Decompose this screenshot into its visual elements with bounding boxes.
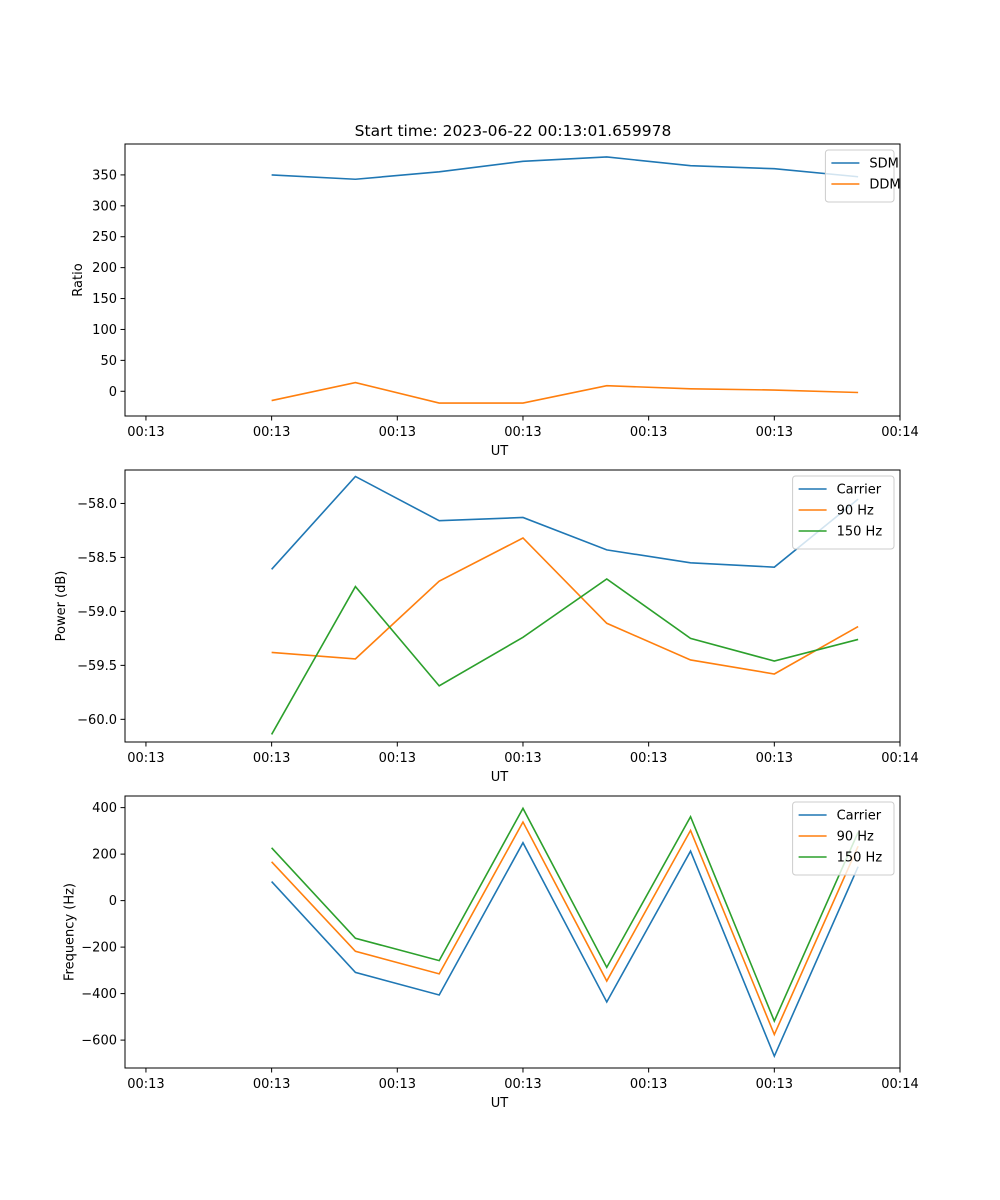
subplot-1: 00:13 00:13 00:13 00:13 00:13 00:13 00:14 UT 0 50… bbox=[71, 143, 919, 459]
x-tick-label: 00:13 bbox=[756, 1077, 793, 1092]
x-tick-label: 00:13 bbox=[253, 1077, 290, 1092]
x-tick-label: 00:13 bbox=[756, 751, 793, 766]
y-tick-label: 0 bbox=[109, 385, 117, 400]
figure-title: Start time: 2023-06-22 00:13:01.659978 bbox=[355, 122, 672, 140]
series-line-90-hz bbox=[271, 537, 859, 675]
x-tick-label: 00:14 bbox=[881, 751, 918, 766]
x-tick-label: 00:13 bbox=[127, 425, 164, 440]
legend-label: 150 Hz bbox=[837, 525, 883, 540]
y-axis-label: Ratio bbox=[71, 263, 86, 296]
series-line-carrier bbox=[271, 475, 859, 570]
subplot-2: 00:13 00:13 00:13 00:13 00:13 00:13 00:14 UT −60… bbox=[54, 469, 919, 785]
y-tick-label: −60.0 bbox=[77, 713, 117, 728]
subplot-3: 00:13 00:13 00:13 00:13 00:13 00:13 00:14 UT −60… bbox=[62, 795, 919, 1111]
y-tick-label: 0 bbox=[109, 894, 117, 909]
x-tick-label: 00:13 bbox=[127, 1077, 164, 1092]
y-axis-label: Power (dB) bbox=[54, 571, 69, 642]
x-tick-label: 00:13 bbox=[379, 1077, 416, 1092]
x-tick-label: 00:14 bbox=[881, 1077, 918, 1092]
series-line-sdm bbox=[271, 156, 859, 181]
x-tick-label: 00:13 bbox=[253, 425, 290, 440]
y-tick-label: −600 bbox=[81, 1034, 117, 1049]
legend-label: Carrier bbox=[837, 483, 882, 498]
x-tick-label: 00:13 bbox=[630, 751, 667, 766]
y-tick-label: −59.5 bbox=[77, 659, 117, 674]
x-axis-label: UT bbox=[491, 444, 509, 459]
x-axis-label: UT bbox=[491, 1096, 509, 1111]
axes-frame bbox=[124, 469, 901, 743]
x-tick-label: 00:13 bbox=[756, 425, 793, 440]
series-line-150-hz bbox=[271, 806, 859, 1024]
y-tick-label: 250 bbox=[92, 230, 117, 245]
axes-frame bbox=[124, 795, 901, 1069]
series-line-90-hz bbox=[271, 820, 859, 1037]
y-tick-label: −58.5 bbox=[77, 551, 117, 566]
y-tick-label: 350 bbox=[92, 168, 117, 183]
x-tick-label: 00:13 bbox=[379, 425, 416, 440]
series-line-ddm bbox=[271, 381, 859, 404]
y-tick-label: 50 bbox=[100, 354, 117, 369]
x-tick-label: 00:13 bbox=[504, 425, 541, 440]
x-axis-label: UT bbox=[491, 770, 509, 785]
y-tick-label: −59.0 bbox=[77, 605, 117, 620]
legend: Carrier 90 Hz 150 Hz bbox=[792, 475, 895, 550]
y-tick-label: 200 bbox=[92, 848, 117, 863]
series-group bbox=[271, 806, 859, 1059]
x-tick-label: 00:13 bbox=[127, 751, 164, 766]
legend-label: 90 Hz bbox=[837, 504, 874, 519]
x-tick-label: 00:14 bbox=[881, 425, 918, 440]
x-tick-label: 00:13 bbox=[253, 751, 290, 766]
series-group bbox=[270, 475, 859, 735]
x-tick-label: 00:13 bbox=[504, 1077, 541, 1092]
legend-label: Carrier bbox=[837, 809, 882, 824]
y-tick-label: −400 bbox=[81, 987, 117, 1002]
y-tick-label: 200 bbox=[92, 261, 117, 276]
y-tick-label: 150 bbox=[92, 292, 117, 307]
legend-label: SDM bbox=[869, 157, 898, 172]
legend: SDM DDM bbox=[824, 149, 901, 203]
axes-frame bbox=[124, 143, 901, 417]
y-tick-label: 400 bbox=[92, 801, 117, 816]
x-tick-label: 00:13 bbox=[504, 751, 541, 766]
legend-label: DDM bbox=[869, 178, 900, 193]
x-tick-label: 00:13 bbox=[630, 425, 667, 440]
series-group bbox=[271, 156, 859, 404]
series-line-carrier bbox=[271, 841, 859, 1059]
y-tick-label: 300 bbox=[92, 199, 117, 214]
y-tick-label: −58.0 bbox=[77, 497, 117, 512]
x-tick-label: 00:13 bbox=[630, 1077, 667, 1092]
legend: Carrier 90 Hz 150 Hz bbox=[792, 801, 895, 876]
series-line-150-hz bbox=[270, 578, 859, 735]
legend-label: 90 Hz bbox=[837, 830, 874, 845]
y-axis-label: Frequency (Hz) bbox=[62, 883, 77, 981]
y-tick-label: 100 bbox=[92, 323, 117, 338]
y-tick-label: −200 bbox=[81, 941, 117, 956]
x-tick-label: 00:13 bbox=[379, 751, 416, 766]
legend-label: 150 Hz bbox=[837, 851, 883, 866]
